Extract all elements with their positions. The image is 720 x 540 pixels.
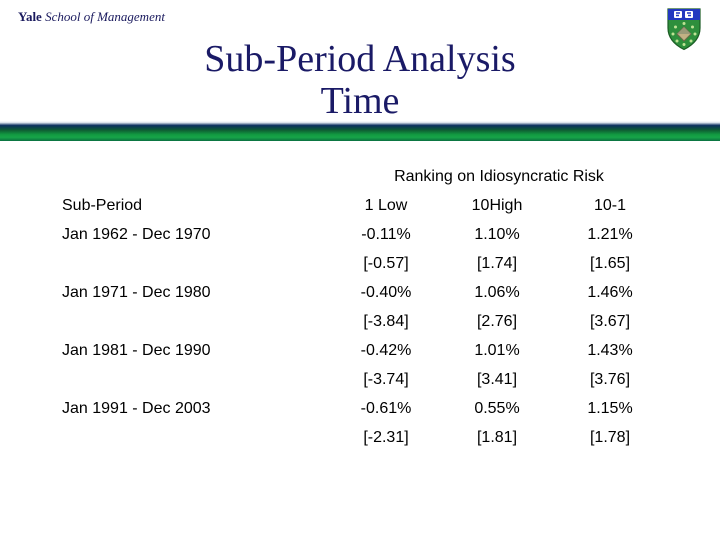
table-cell: 1.10% (474, 226, 520, 243)
column-header-1low: 1 Low (364, 197, 408, 214)
column-header-10-1: 10-1 (593, 197, 627, 214)
table-cell: 1.06% (474, 284, 520, 301)
table-cell: [1.74] (476, 255, 518, 272)
table-cell: [1.78] (589, 429, 631, 446)
table-cell: [1.81] (476, 429, 518, 446)
slide-title: Sub-Period Analysis Time (0, 38, 720, 122)
period-label: Jan 1971 - Dec 1980 (62, 284, 211, 301)
period-label: Jan 1991 - Dec 2003 (62, 400, 211, 417)
table-cell: 1.01% (474, 342, 520, 359)
table-cell: 1.43% (587, 342, 633, 359)
table-caption: Ranking on Idiosyncratic Risk (394, 168, 604, 185)
slide-title-line2: Time (320, 80, 400, 122)
period-label (62, 307, 330, 336)
table-cell: [-3.74] (363, 371, 409, 388)
table-cell: -0.42% (360, 342, 412, 359)
period-label: Jan 1962 - Dec 1970 (62, 226, 211, 243)
table-cell: [-0.57] (363, 255, 409, 272)
column-header-subperiod: Sub-Period (62, 197, 143, 214)
column-header-10high: 10High (471, 197, 523, 214)
table-cell: [3.41] (476, 371, 518, 388)
period-label (62, 365, 330, 394)
table-cell: -0.11% (361, 226, 411, 243)
brand-line: Yale School of Management (18, 9, 165, 25)
divider-bar (0, 121, 720, 141)
table-cell: [3.67] (589, 313, 631, 330)
table-cell: [2.76] (476, 313, 518, 330)
brand-school: School of Management (45, 9, 165, 24)
table-cell: 0.55% (474, 400, 520, 417)
period-label (62, 249, 330, 278)
table-cell: 1.21% (587, 226, 633, 243)
table-cell: 1.15% (587, 400, 633, 417)
period-label (62, 423, 330, 452)
period-label: Jan 1981 - Dec 1990 (62, 342, 211, 359)
slide-title-line1: Sub-Period Analysis (204, 38, 516, 80)
table-cell: [-3.84] (363, 313, 409, 330)
table-cell: [3.76] (589, 371, 631, 388)
table-cell: -0.40% (360, 284, 412, 301)
table-cell: -0.61% (360, 400, 412, 417)
yale-som-crest-icon (666, 7, 702, 52)
table-cell: [-2.31] (363, 429, 409, 446)
risk-table: Ranking on Idiosyncratic Risk Sub-Period… (62, 162, 668, 452)
table-cell: [1.65] (589, 255, 631, 272)
brand-yale: Yale (18, 9, 42, 24)
table-cell: 1.46% (587, 284, 633, 301)
